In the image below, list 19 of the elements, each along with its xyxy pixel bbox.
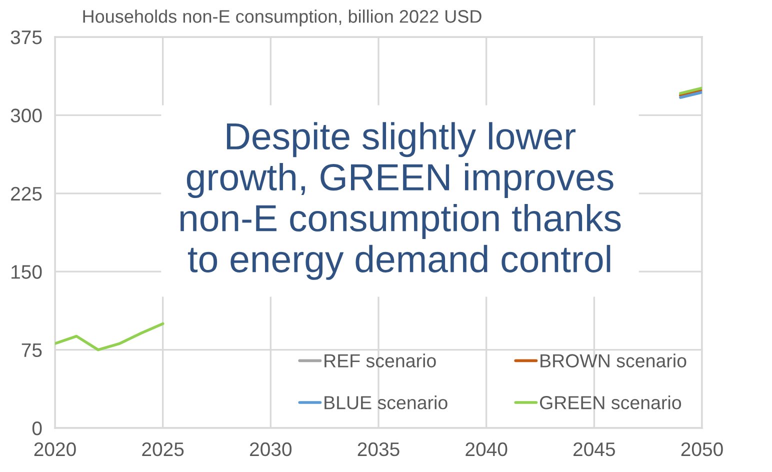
x-tick-label: 2045: [574, 442, 615, 456]
legend-label: REF scenario: [324, 354, 436, 368]
y-tick-label: 375: [10, 30, 42, 44]
x-tick-label: 2030: [250, 442, 292, 456]
legend-label: GREEN scenario: [540, 396, 682, 410]
y-tick-label: 75: [22, 343, 42, 358]
x-tick-label: 2050: [681, 442, 723, 456]
y-tick-label: 225: [11, 186, 42, 201]
x-tick-label: 2035: [358, 442, 400, 456]
x-tick-label: 2025: [142, 442, 184, 456]
x-tick-label: 2040: [466, 442, 508, 456]
y-tick-label: 0: [32, 421, 42, 436]
legend-label: BROWN scenario: [540, 354, 686, 368]
x-tick-label: 2020: [34, 442, 76, 456]
chart-title: Households non-E consumption, billion 2022 USD: [83, 10, 482, 26]
annotation: Despite slightly lower growth, GREEN improves non-E consumption thanks to energy demand control: [180, 122, 621, 280]
legend-label: BLUE scenario: [324, 396, 448, 410]
y-tick-label: 150: [12, 265, 42, 279]
y-tick-label: 300: [10, 108, 42, 122]
